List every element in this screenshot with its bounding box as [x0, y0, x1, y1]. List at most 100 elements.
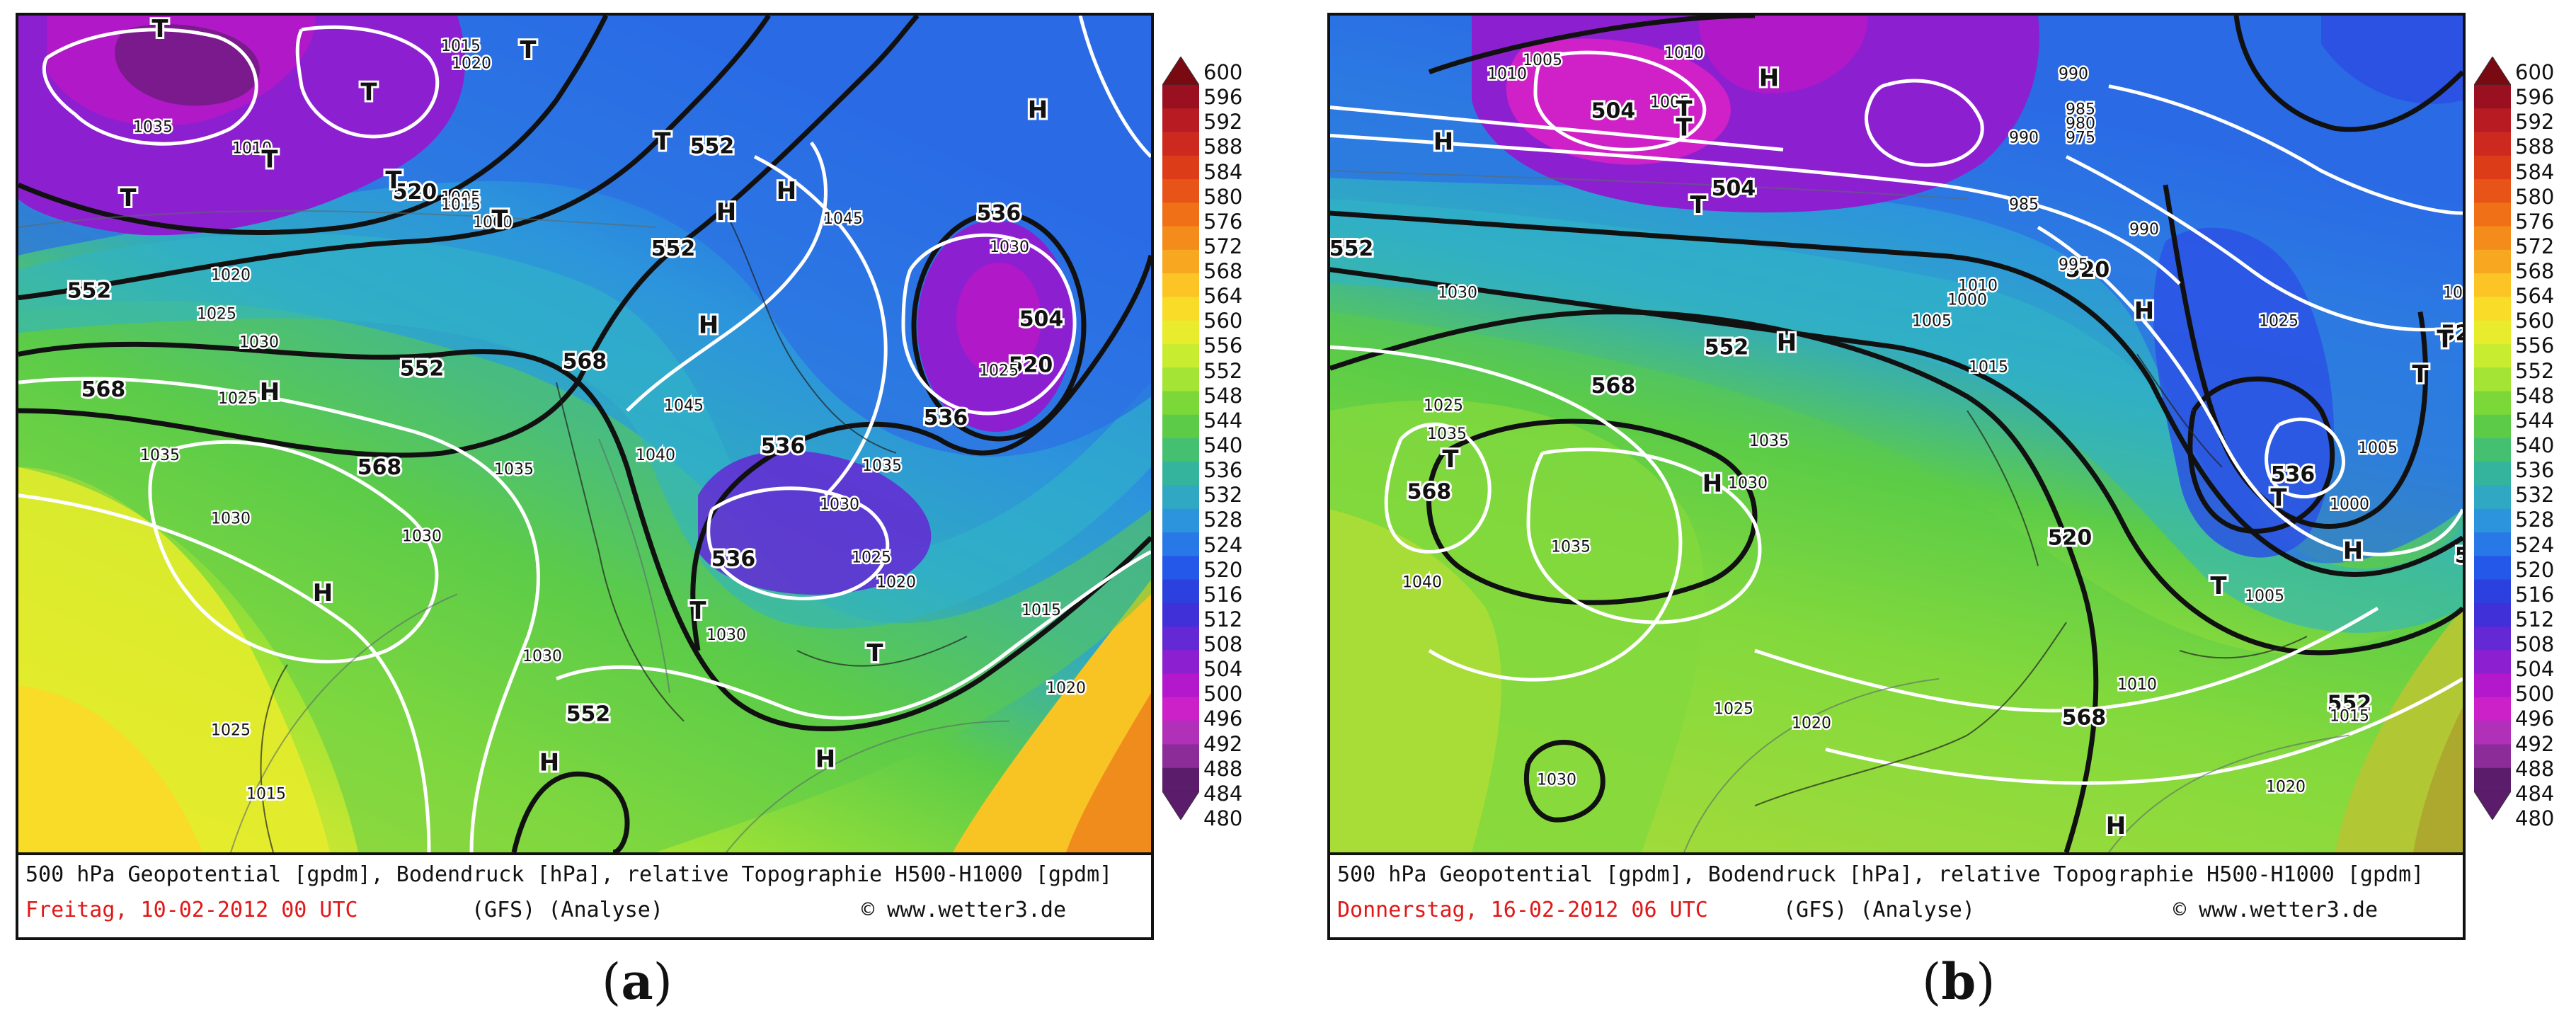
colorbar-a: [1162, 56, 1200, 820]
geopotential-label-a: 536: [761, 434, 806, 459]
pressure-label-b: 985: [2066, 101, 2095, 119]
pressure-label-b: 990: [2009, 129, 2039, 147]
colorbar-band: [2474, 367, 2511, 391]
pressure-label-a: 1035: [140, 447, 180, 464]
pressure-label-b: 980: [2066, 115, 2095, 132]
colorbar-band: [1162, 414, 1199, 439]
colorbar-band: [1162, 673, 1199, 698]
colorbar-tick-label: 596: [1203, 85, 1243, 110]
pressure-label-a: 1025: [852, 549, 891, 566]
colorbar-band: [1162, 508, 1199, 533]
colorbar-tick-label: 568: [2515, 259, 2555, 284]
sublabel-close-a: ): [653, 953, 672, 1011]
pressure-label-b: 985: [2009, 196, 2039, 214]
geopotential-label-b: 504: [1591, 99, 1636, 124]
colorbar-band: [2474, 721, 2511, 745]
high-pressure-marker-b: H: [2134, 297, 2154, 326]
colorbar-band: [2474, 414, 2511, 439]
colorbar-band: [2474, 767, 2511, 792]
pressure-label-a: 1020: [1046, 680, 1086, 697]
low-pressure-marker-a: T: [491, 205, 508, 234]
pressure-label-b: 1000: [2330, 496, 2369, 514]
pressure-label-a: 1030: [239, 333, 279, 351]
colorbar-tick-label: 492: [1203, 731, 1243, 756]
colorbar-band: [1162, 391, 1199, 416]
geopotential-label-a: 552: [651, 236, 696, 261]
colorbar-tick-label: 500: [2515, 682, 2555, 707]
colorbar-band: [1162, 132, 1199, 156]
high-pressure-marker-a: H: [260, 378, 280, 406]
colorbar-band: [2474, 249, 2511, 274]
pressure-label-a: 1045: [823, 210, 863, 228]
colorbar-band: [2474, 602, 2511, 627]
colorbar-tick-label: 500: [1203, 682, 1243, 707]
colorbar-tick-label: 576: [1203, 209, 1243, 234]
colorbar-tick-label: 544: [2515, 408, 2555, 433]
high-pressure-marker-b: H: [1777, 328, 1797, 357]
low-pressure-marker-a: T: [866, 639, 883, 668]
pressure-label-b: 995: [2059, 256, 2088, 274]
pressure-label-a: 1030: [522, 648, 562, 665]
colorbar-tick-label: 556: [1203, 333, 1243, 358]
low-pressure-marker-a: T: [654, 127, 670, 156]
colorbar-tick-label: 556: [2515, 333, 2555, 358]
geopotential-label-b: 520: [2441, 321, 2463, 345]
caption-copyright-b: © www.wetter3.de: [2173, 898, 2378, 922]
low-pressure-marker-b: T: [1690, 191, 1706, 219]
pressure-label-a: 1045: [664, 397, 704, 415]
pressure-label-b: 1005: [1912, 313, 1952, 331]
pressure-label-a: 1025: [218, 390, 258, 408]
sublabel-a: (a): [602, 952, 672, 1011]
geopotential-label-a: 536: [711, 547, 756, 571]
sublabel-open-a: (: [602, 953, 622, 1011]
high-pressure-marker-a: H: [815, 745, 835, 773]
sublabel-open-b: (: [1922, 953, 1942, 1011]
pressure-label-a: 1020: [876, 573, 916, 591]
pressure-label-b: 1015: [1969, 358, 2008, 376]
geopotential-label-a: 536: [977, 201, 1021, 226]
colorbar-band: [1162, 602, 1199, 627]
colorbar-tick-label: 600: [1203, 60, 1243, 84]
colorbar-tick-label: 564: [1203, 284, 1243, 309]
pressure-label-a: 1015: [246, 785, 286, 803]
colorbar-tick-label: 516: [2515, 582, 2555, 607]
caption-copyright-a: © www.wetter3.de: [861, 898, 1066, 922]
pressure-label-a: 1020: [452, 55, 491, 73]
colorbar-tick-label: 568: [1203, 259, 1243, 284]
caption-b: 500 hPa Geopotential [gpdm], Bodendruck …: [1327, 855, 2466, 940]
low-pressure-marker-b: T: [2412, 360, 2428, 389]
pressure-label-a: 1030: [820, 496, 859, 514]
colorbar-tick-label: 496: [2515, 707, 2555, 731]
colorbar-band: [2474, 485, 2511, 510]
pressure-label-a: 1025: [979, 362, 1019, 379]
pressure-label-b: 1015: [2443, 285, 2463, 302]
colorbar-tick-label: 584: [1203, 159, 1243, 184]
colorbar-band: [1162, 462, 1199, 486]
colorbar-graphic-b: [2473, 56, 2512, 820]
colorbar-band: [1162, 249, 1199, 274]
high-pressure-marker-b: H: [2343, 537, 2363, 565]
caption-model-a: (GFS) (Analyse): [471, 898, 663, 922]
colorbar-tick-label: 528: [2515, 508, 2555, 532]
pressure-label-a: 1005: [441, 189, 481, 207]
colorbar-band: [2474, 179, 2511, 203]
weather-map-a: 504 520 520 536 536 536 536 552 552 552 552 552 568 5…: [16, 13, 1154, 855]
colorbar-tick-label: 536: [1203, 458, 1243, 483]
pressure-label-a: 1025: [211, 722, 251, 740]
pressure-label-b: 1020: [2266, 778, 2306, 796]
pressure-label-a: 1035: [494, 461, 534, 479]
colorbar-band: [1162, 273, 1199, 297]
geopotential-label-b: 568: [1407, 480, 1452, 505]
caption-date-text-a: Freitag, 10-02-2012 00 UTC: [25, 898, 358, 922]
geopotential-label-a: 504: [1019, 307, 1064, 332]
colorbar-tick-label: 488: [1203, 756, 1243, 781]
colorbar-tick-label: 584: [2515, 159, 2555, 184]
colorbar-band: [1162, 697, 1199, 721]
weather-map-b: 504 504 520 520 520 536 536 552 552 552 568 568 568 1…: [1327, 13, 2466, 855]
colorbar-tick-label: 588: [1203, 135, 1243, 159]
geopotential-label-a: 552: [67, 279, 112, 304]
pressure-label-b: 1010: [1664, 45, 1704, 62]
colorbar-band: [2474, 202, 2511, 227]
colorbar-band: [1162, 532, 1199, 556]
colorbar-band: [2474, 579, 2511, 604]
